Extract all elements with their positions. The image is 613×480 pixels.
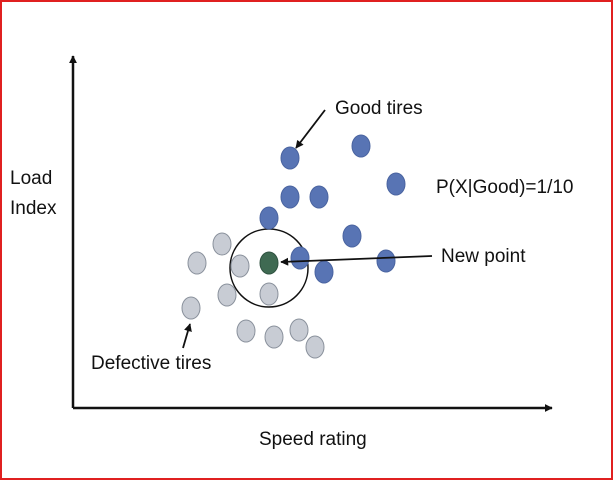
x-axis-label: Speed rating — [259, 429, 367, 450]
defective-tire-point — [212, 232, 232, 256]
good-tires-group — [259, 134, 406, 284]
y-axis-label-line2: Index — [10, 198, 57, 219]
good-tire-point — [376, 249, 396, 273]
y-axis-label-line1: Load — [10, 168, 52, 189]
good-tire-point — [314, 260, 334, 284]
defective-tires-group — [181, 232, 325, 359]
new-point-arrow — [280, 255, 433, 266]
good-tire-point — [309, 185, 329, 209]
defective-tire-point — [236, 319, 256, 343]
defective-tire-point — [187, 251, 207, 275]
defective-tire-point — [230, 254, 250, 278]
defective-tire-point — [259, 282, 279, 306]
probability-label: P(X|Good)=1/10 — [436, 177, 574, 198]
good-tire-point — [280, 146, 300, 170]
defective-tire-point — [289, 318, 309, 342]
good-tire-point — [351, 134, 371, 158]
new-point-label: New point — [441, 246, 526, 267]
defective-tire-point — [264, 325, 284, 349]
good-tires-arrow — [295, 109, 326, 149]
defective-tire-point — [217, 283, 237, 307]
defective-tire-point — [305, 335, 325, 359]
new-point — [259, 251, 279, 275]
defective-tires-label: Defective tires — [91, 353, 211, 374]
defective-tire-point — [181, 296, 201, 320]
good-tire-point — [280, 185, 300, 209]
good-tires-label: Good tires — [335, 98, 423, 119]
good-tire-point — [342, 224, 362, 248]
defective-tires-arrow — [182, 323, 192, 349]
good-tire-point — [290, 246, 310, 270]
good-tire-point — [386, 172, 406, 196]
good-tire-point — [259, 206, 279, 230]
